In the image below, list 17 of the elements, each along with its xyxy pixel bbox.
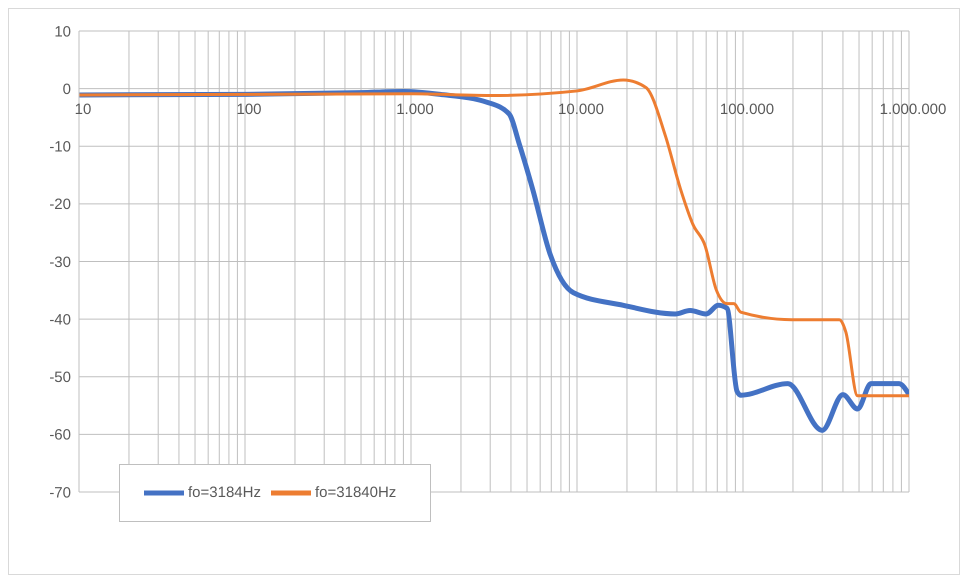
y-tick-label: -50 xyxy=(49,369,71,386)
x-tick-label: 10 xyxy=(74,100,92,118)
x-tick-label: 100.000 xyxy=(720,100,774,118)
x-tick-label: 100 xyxy=(236,100,262,118)
y-tick-label: 10 xyxy=(54,23,71,40)
x-tick-label: 1.000.000 xyxy=(880,100,946,118)
legend-label: fo=31840Hz xyxy=(314,484,396,501)
y-tick-label: -10 xyxy=(49,138,71,156)
y-tick-label: -30 xyxy=(49,254,71,271)
y-tick-label: -60 xyxy=(49,426,71,444)
x-tick-label: 1.000 xyxy=(396,100,434,118)
y-tick-label: -40 xyxy=(49,311,71,328)
y-tick-label: -20 xyxy=(49,196,71,214)
x-tick-label: 10.000 xyxy=(558,100,604,118)
y-tick-label: 0 xyxy=(62,80,71,98)
legend-label: fo=3184Hz xyxy=(188,484,261,501)
y-tick-label: -70 xyxy=(49,484,71,502)
